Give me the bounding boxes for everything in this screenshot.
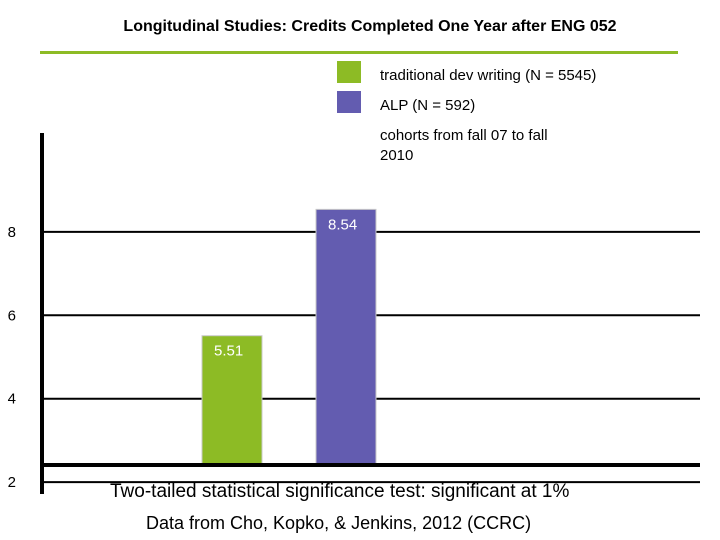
legend-label: traditional dev writing (N = 5545)	[380, 67, 596, 84]
bar-value-label: 5.51	[214, 343, 243, 360]
y-tick-label: 2	[8, 474, 16, 491]
legend-swatch	[337, 91, 361, 113]
y-tick-label: 4	[8, 391, 16, 408]
bar	[315, 208, 377, 466]
legend-label: ALP (N = 592)	[380, 97, 475, 114]
legend-note: 2010	[380, 147, 413, 164]
title-underline	[40, 51, 678, 54]
bar-value-label: 8.54	[328, 216, 357, 233]
significance-note: Two-tailed statistical significance test…	[110, 481, 570, 502]
legend-swatch	[337, 61, 361, 83]
legend-note: cohorts from fall 07 to fall	[380, 127, 548, 144]
page-title: Longitudinal Studies: Credits Completed …	[123, 18, 617, 35]
legend: traditional dev writing (N = 5545) ALP (N…	[337, 61, 596, 164]
data-source-note: Data from Cho, Kopko, & Jenkins, 2012 (C…	[146, 513, 532, 533]
y-tick-label: 6	[8, 307, 16, 324]
bars: 5.51 8.54	[201, 208, 377, 466]
axes: 2 4 6 8	[8, 133, 700, 494]
y-tick-label: 8	[8, 224, 16, 241]
